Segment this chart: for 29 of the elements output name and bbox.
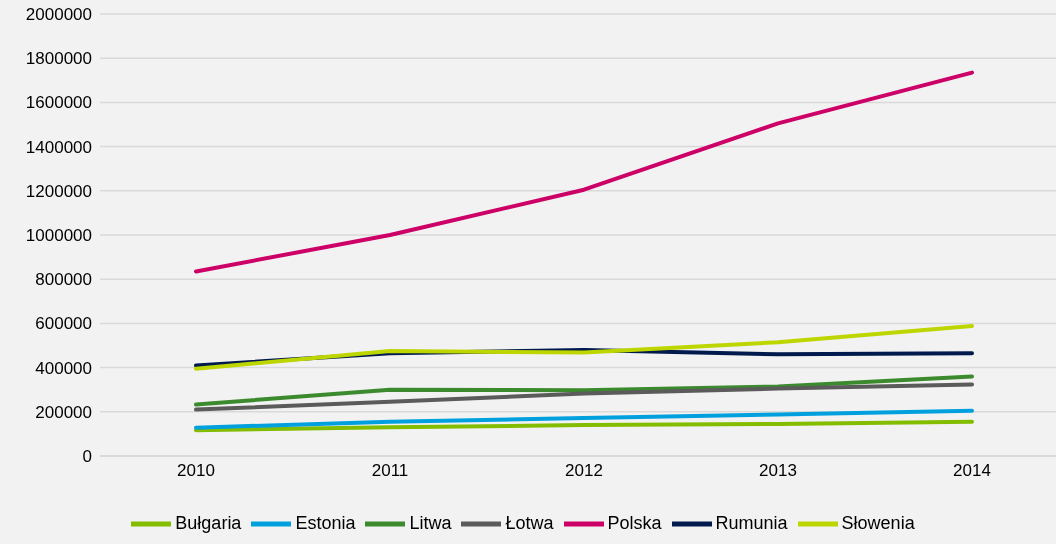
y-tick-label: 600000: [35, 314, 92, 334]
y-tick-label: 1600000: [25, 93, 92, 113]
legend-label: Słowenia: [841, 512, 915, 533]
legend-label: Bułgaria: [175, 512, 242, 533]
legend-label: Łotwa: [505, 512, 554, 533]
line-series: [194, 324, 974, 371]
x-tick-label: 2010: [177, 461, 215, 481]
y-tick-label: 0: [82, 447, 92, 467]
y-tick-label: 1200000: [25, 181, 92, 201]
line-series: [194, 374, 974, 407]
y-tick-label: 800000: [35, 270, 92, 290]
line-series: [194, 70, 974, 274]
line-series: [194, 408, 974, 430]
line-series: [194, 419, 974, 433]
x-tick-label: 2011: [371, 461, 409, 481]
legend-label: Litwa: [409, 512, 452, 533]
line-series: [194, 382, 974, 412]
x-tick-label: 2013: [759, 461, 797, 481]
x-tick-label: 2012: [565, 461, 603, 481]
x-tick-label: 2014: [953, 461, 991, 481]
y-tick-label: 1000000: [25, 226, 92, 246]
y-tick-label: 200000: [35, 402, 92, 422]
y-tick-label: 2000000: [25, 5, 92, 25]
legend-label: Polska: [607, 512, 662, 533]
legend-label: Estonia: [295, 512, 356, 533]
y-tick-label: 1400000: [25, 137, 92, 157]
legend-label: Rumunia: [715, 512, 788, 533]
y-tick-label: 400000: [35, 358, 92, 378]
y-tick-label: 1800000: [25, 49, 92, 69]
